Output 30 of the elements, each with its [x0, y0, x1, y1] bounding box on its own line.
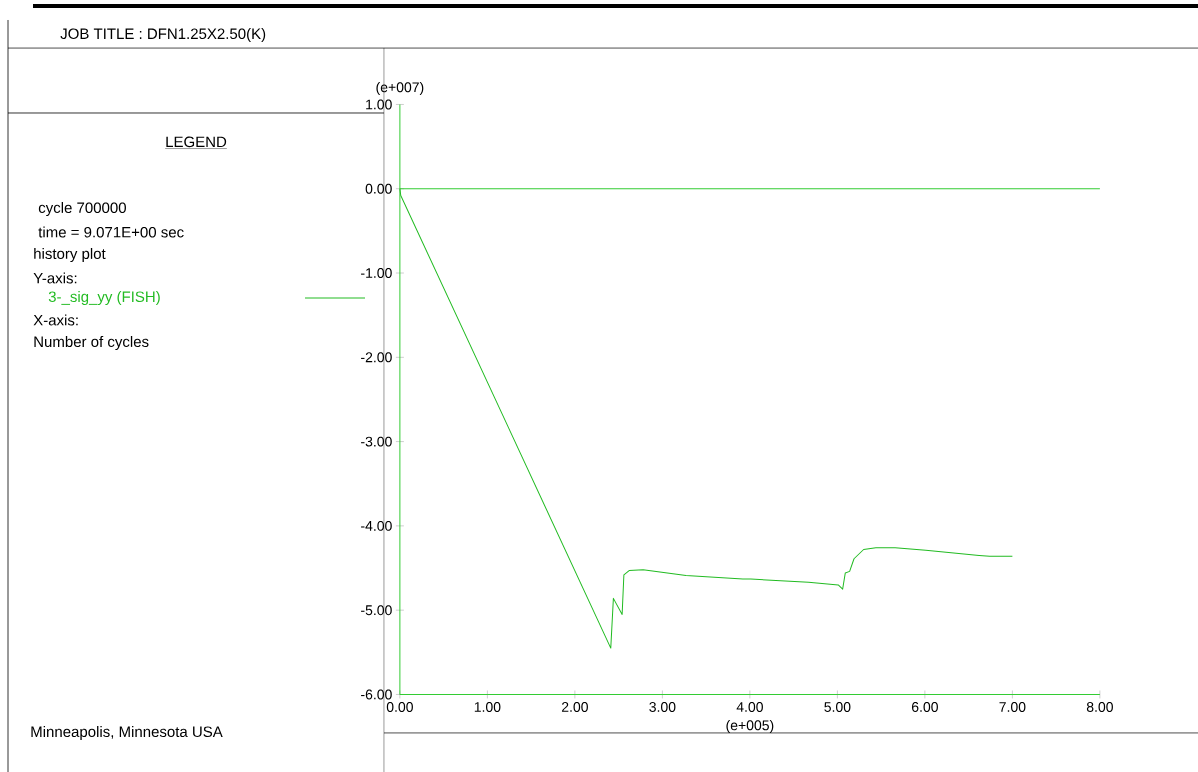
- text: JOB TITLE : DFN1.25X2.50(K): [60, 28, 266, 42]
- x-tick-label: 7.00: [999, 701, 1026, 712]
- x-tick-label: 2.00: [561, 701, 588, 712]
- text: history plot: [34, 248, 106, 262]
- text: Y-axis:: [33, 272, 77, 284]
- y-axis-title: (e+007): [376, 81, 424, 95]
- y-tick-label: -3.00: [361, 436, 392, 447]
- y-tick-label: -4.00: [361, 520, 392, 531]
- x-tick-label: 5.00: [824, 701, 851, 712]
- x-tick-label: 4.00: [736, 701, 763, 712]
- y-tick-label: 0.00: [365, 183, 392, 194]
- x-tick-label: 3.00: [649, 701, 676, 712]
- text: X-axis:: [33, 314, 78, 326]
- y-tick-label: -2.00: [361, 352, 392, 363]
- y-tick-label: -5.00: [361, 605, 392, 616]
- y-tick-label: -6.00: [361, 689, 392, 700]
- legend-title: LEGEND: [166, 136, 227, 148]
- text: time = 9.071E+00 sec: [38, 226, 184, 238]
- x-axis-title: (e+005): [726, 719, 774, 734]
- x-tick-label: 0.00: [386, 701, 413, 712]
- text: Minneapolis, Minnesota USA: [31, 726, 223, 740]
- x-tick-label: 8.00: [1086, 701, 1113, 712]
- text: Number of cycles: [34, 336, 149, 350]
- x-tick-label: 1.00: [474, 701, 501, 712]
- x-tick-label: 6.00: [911, 701, 938, 712]
- y-tick-label: 1.00: [366, 99, 392, 110]
- text: 3-_sig_yy (FISH): [48, 291, 160, 305]
- line-series: [399, 188, 1013, 649]
- text: cycle 700000: [38, 202, 126, 216]
- y-tick-label: -1.00: [361, 268, 392, 278]
